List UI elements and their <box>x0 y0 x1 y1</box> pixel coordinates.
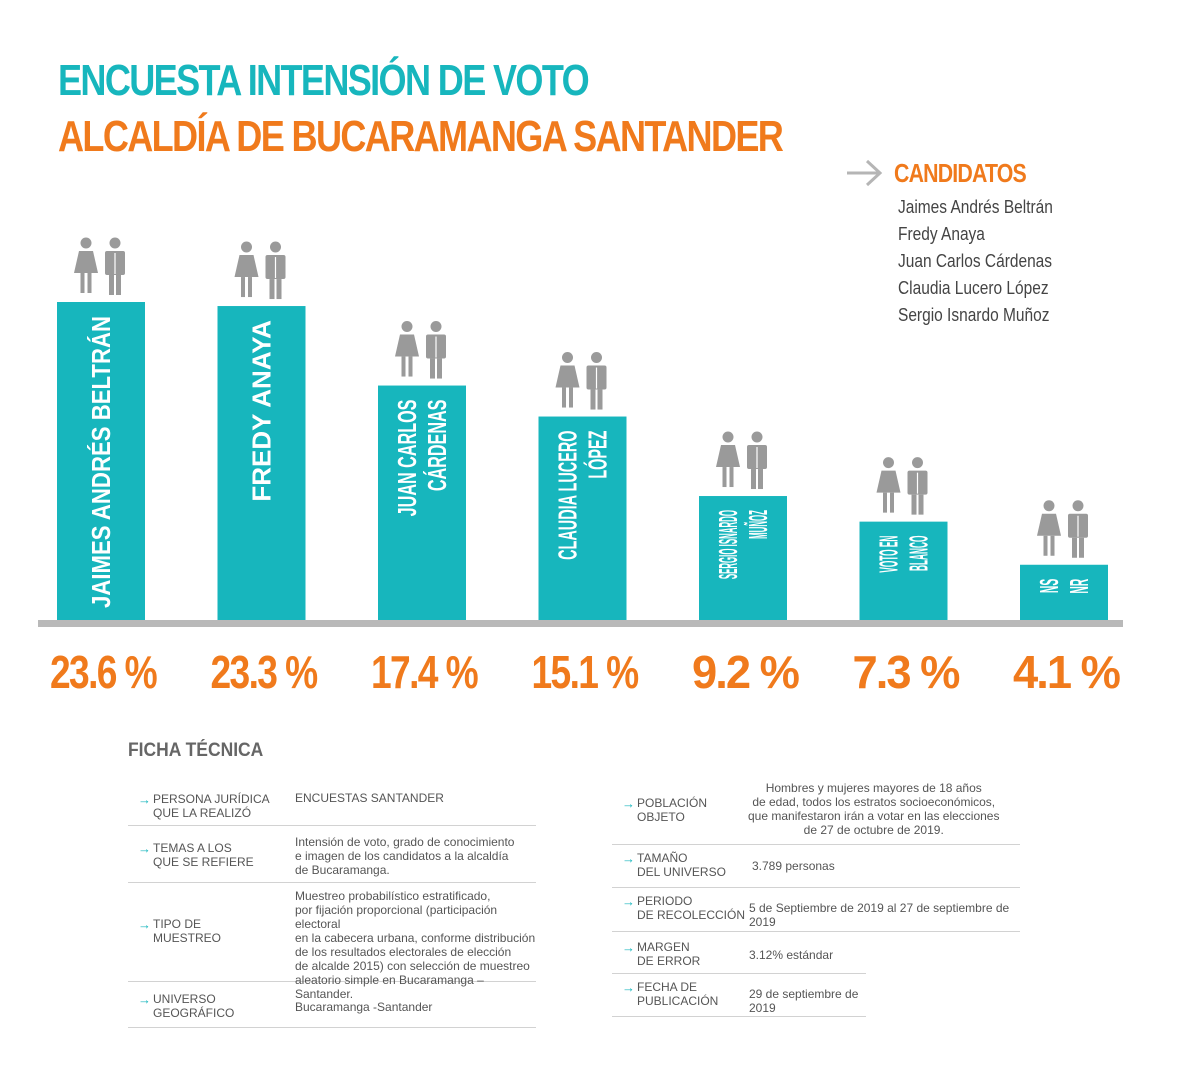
title-line-1: ENCUESTA INTENSIÓN DE VOTO <box>58 56 590 105</box>
candidate-name: Fredy Anaya <box>898 224 985 244</box>
arrow-right-icon: → <box>622 851 635 866</box>
man-woman-icon <box>394 320 447 380</box>
bar-label: VOTO ENBLANCO <box>874 536 934 573</box>
man-woman-icon <box>73 236 126 296</box>
bar-label: NSNR <box>1034 579 1094 594</box>
arrow-right-icon: → <box>622 980 635 995</box>
ficha-value: Hombres y mujeres mayores de 18 años de … <box>748 781 1000 837</box>
ficha-value: 5 de Septiembre de 2019 al 27 de septiem… <box>749 901 1010 929</box>
ficha-label: MARGEN DE ERROR <box>637 940 701 968</box>
ficha-label: TAMAÑO DEL UNIVERSO <box>637 851 726 879</box>
candidate-name: Sergio Isnardo Muñoz <box>898 305 1050 325</box>
candidate-name: Claudia Lucero López <box>898 278 1049 298</box>
man-woman-icon <box>233 240 287 300</box>
ficha-label: FECHA DE PUBLICACIÓN <box>637 980 719 1008</box>
man-woman-icon <box>875 456 929 516</box>
ficha-row: → TAMAÑO DEL UNIVERSO 3.789 personas <box>612 845 1020 888</box>
man-woman-icon <box>715 430 768 490</box>
ficha-row: → MARGEN DE ERROR 3.12% estándar <box>612 932 866 974</box>
ficha-value: 29 de septiembre de 2019 <box>749 987 859 1015</box>
ficha-value: Bucaramanga -Santander <box>295 1000 433 1014</box>
value-label: 23.6 % <box>50 646 157 698</box>
man-woman-icon <box>554 351 608 411</box>
bar <box>538 416 627 620</box>
ficha-row: → PERSONA JURÍDICA QUE LA REALIZÓ ENCUESTAS… <box>128 785 536 826</box>
bar-label: SERGIO ISNARDOMUÑOZ <box>713 510 773 579</box>
candidates-title: CANDIDATOS <box>894 158 1027 188</box>
value-label: 9.2 % <box>692 646 799 698</box>
bar <box>57 302 145 620</box>
bar <box>1020 564 1108 620</box>
value-label: 4.1 % <box>1013 646 1120 698</box>
bar-label: CLAUDIA LUCEROLÓPEZ <box>553 430 613 559</box>
ficha-row: → POBLACIÓN OBJETO Hombres y mujeres mayore… <box>612 779 1020 845</box>
value-label: 17.4 % <box>371 646 478 698</box>
arrow-right-icon: → <box>138 792 151 807</box>
arrow-right-icon: → <box>138 917 151 932</box>
candidate-name: Jaimes Andrés Beltrán <box>898 197 1053 217</box>
ficha-row: → FECHA DE PUBLICACIÓN 29 de septiembre de … <box>612 974 866 1017</box>
arrow-right-icon <box>847 159 883 187</box>
arrow-right-icon: → <box>138 992 151 1007</box>
ficha-label: TIPO DE MUESTREO <box>153 917 222 945</box>
title-line-2: ALCALDÍA DE BUCARAMANGA SANTANDER <box>58 112 784 161</box>
bar <box>699 496 787 620</box>
arrow-right-icon: → <box>622 796 635 811</box>
candidates-list: Jaimes Andrés Beltrán Fredy Anaya Juan C… <box>898 196 1078 331</box>
bar-label: JAIMES ANDRÉS BELTRÁN <box>86 316 116 608</box>
candidate-name: Juan Carlos Cárdenas <box>898 251 1053 271</box>
bar-label: JUAN CARLOSCÁRDENAS <box>392 400 452 517</box>
ficha-label: TEMAS A LOS QUE SE REFIERE <box>153 841 254 869</box>
ficha-value: 3.789 personas <box>752 859 835 873</box>
arrow-right-icon: → <box>138 841 151 856</box>
arrow-right-icon: → <box>622 894 635 909</box>
ficha-label: PERSONA JURÍDICA QUE LA REALIZÓ <box>153 792 270 820</box>
ficha-row: → PERIODO DE RECOLECCIÓN 5 de Septiembre de… <box>612 888 1020 932</box>
value-label: 23.3 % <box>211 646 318 698</box>
ficha-label: UNIVERSO GEOGRÁFICO <box>153 992 235 1020</box>
ficha-row: → TEMAS A LOS QUE SE REFIERE Intensión de v… <box>128 826 536 883</box>
ficha-value: ENCUESTAS SANTANDER <box>295 791 444 805</box>
ficha-value: Muestreo probabilístico estratificado, p… <box>295 889 536 1001</box>
bar-label: FREDY ANAYA <box>247 320 277 502</box>
bar <box>859 521 948 620</box>
ficha-value: Intensión de voto, grado de conocimiento… <box>295 835 515 877</box>
ficha-row: → TIPO DE MUESTREO Muestreo probabilístico … <box>128 883 536 1001</box>
bar <box>217 306 306 620</box>
ficha-label: PERIODO DE RECOLECCIÓN <box>637 894 746 922</box>
ficha-row: → UNIVERSO GEOGRÁFICO Bucaramanga -Santande… <box>128 982 536 1028</box>
arrow-right-icon: → <box>622 940 635 955</box>
value-label: 15.1 % <box>532 646 639 698</box>
ficha-label: POBLACIÓN OBJETO <box>637 796 708 824</box>
value-label: 7.3 % <box>853 646 960 698</box>
ficha-value: 3.12% estándar <box>749 948 834 962</box>
man-woman-icon <box>1036 499 1089 559</box>
bar <box>378 385 466 620</box>
bar-chart: JAIMES ANDRÉS BELTRÁN 23.6 % FREDY ANAYA 23… <box>38 236 1123 698</box>
ficha-title: FICHA TÉCNICA <box>128 740 264 761</box>
